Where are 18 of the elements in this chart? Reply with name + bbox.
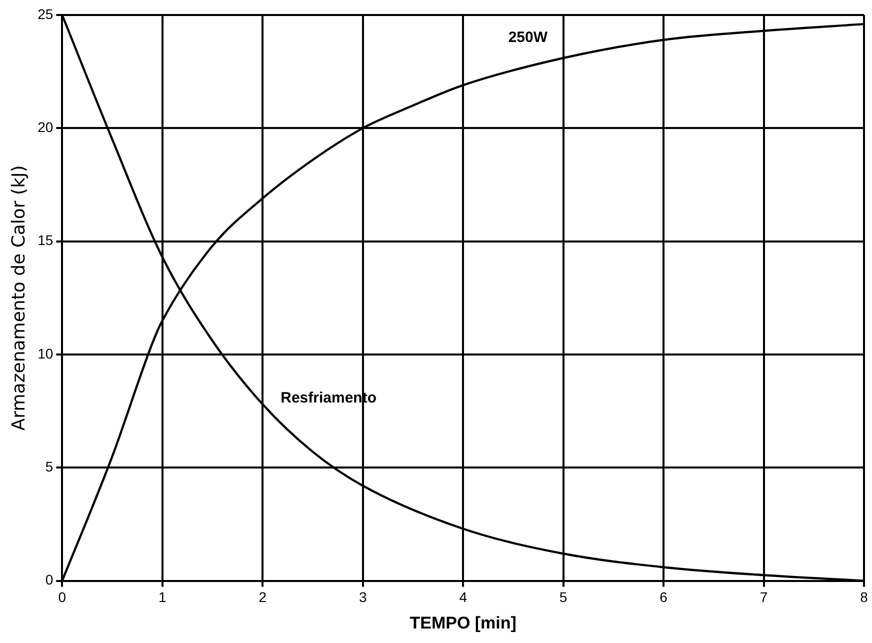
y-tick-label: 15 — [38, 232, 54, 248]
y-tick-label: 25 — [38, 6, 54, 22]
x-tick-label: 1 — [158, 589, 166, 606]
y-tick-label: 20 — [38, 119, 54, 136]
x-tick-label: 3 — [358, 589, 367, 606]
x-tick-label: 6 — [660, 589, 668, 606]
y-tick-label: 5 — [45, 458, 54, 474]
x-tick-label: 2 — [258, 589, 267, 606]
x-axis-title: TEMPO [min] — [410, 613, 516, 632]
y-tick-label: 10 — [38, 345, 54, 362]
x-tick-label: 8 — [860, 589, 868, 606]
y-tick-label: 0 — [45, 572, 54, 588]
x-tick-label: 5 — [559, 589, 568, 606]
x-tick-label: 7 — [760, 589, 768, 606]
series-label: 250W — [508, 29, 548, 46]
x-tick-label: 4 — [459, 589, 468, 606]
y-axis-title: Armazenamento de Calor (kJ) — [8, 165, 30, 431]
x-tick-label: 0 — [58, 589, 66, 606]
